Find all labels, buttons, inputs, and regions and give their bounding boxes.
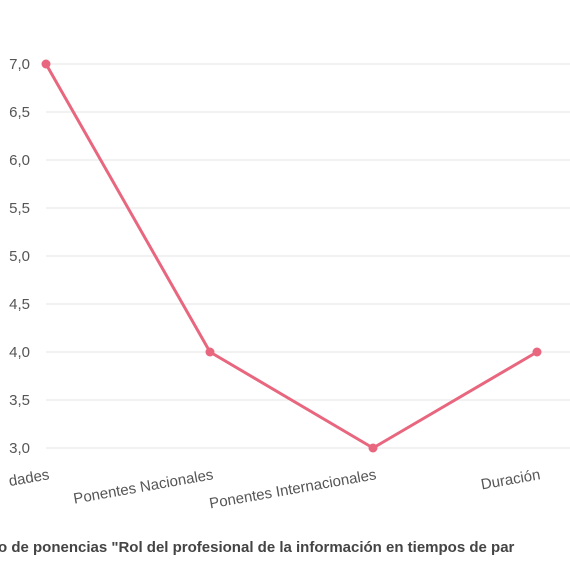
y-gridlines	[46, 63, 570, 449]
y-tick-label: 7,0	[9, 56, 30, 73]
chart-title: o de ponencias "Rol del profesional de l…	[0, 539, 515, 556]
y-axis-ticks: 3,0 3,5 4,0 4,5 5,0 5,5 6,0 6,5 7,0	[9, 56, 30, 457]
x-category-label: Ponentes Nacionales	[72, 466, 215, 507]
data-point[interactable]	[205, 347, 215, 357]
y-tick-label: 5,5	[9, 200, 30, 217]
y-tick-label: 4,0	[9, 344, 30, 361]
data-point[interactable]	[532, 347, 542, 357]
y-tick-label: 6,0	[9, 152, 30, 169]
x-category-label: Duración	[480, 466, 542, 493]
series-path	[44, 63, 538, 450]
y-tick-label: 4,5	[9, 296, 30, 313]
data-point[interactable]	[368, 443, 378, 453]
data-point[interactable]	[41, 59, 51, 69]
x-category-label: dades	[7, 466, 50, 490]
y-tick-label: 3,0	[9, 440, 30, 457]
y-tick-label: 5,0	[9, 248, 30, 265]
y-tick-label: 3,5	[9, 392, 30, 409]
y-tick-label: 6,5	[9, 104, 30, 121]
x-category-label: Ponentes Internacionales	[208, 466, 378, 512]
series-line	[41, 59, 542, 453]
